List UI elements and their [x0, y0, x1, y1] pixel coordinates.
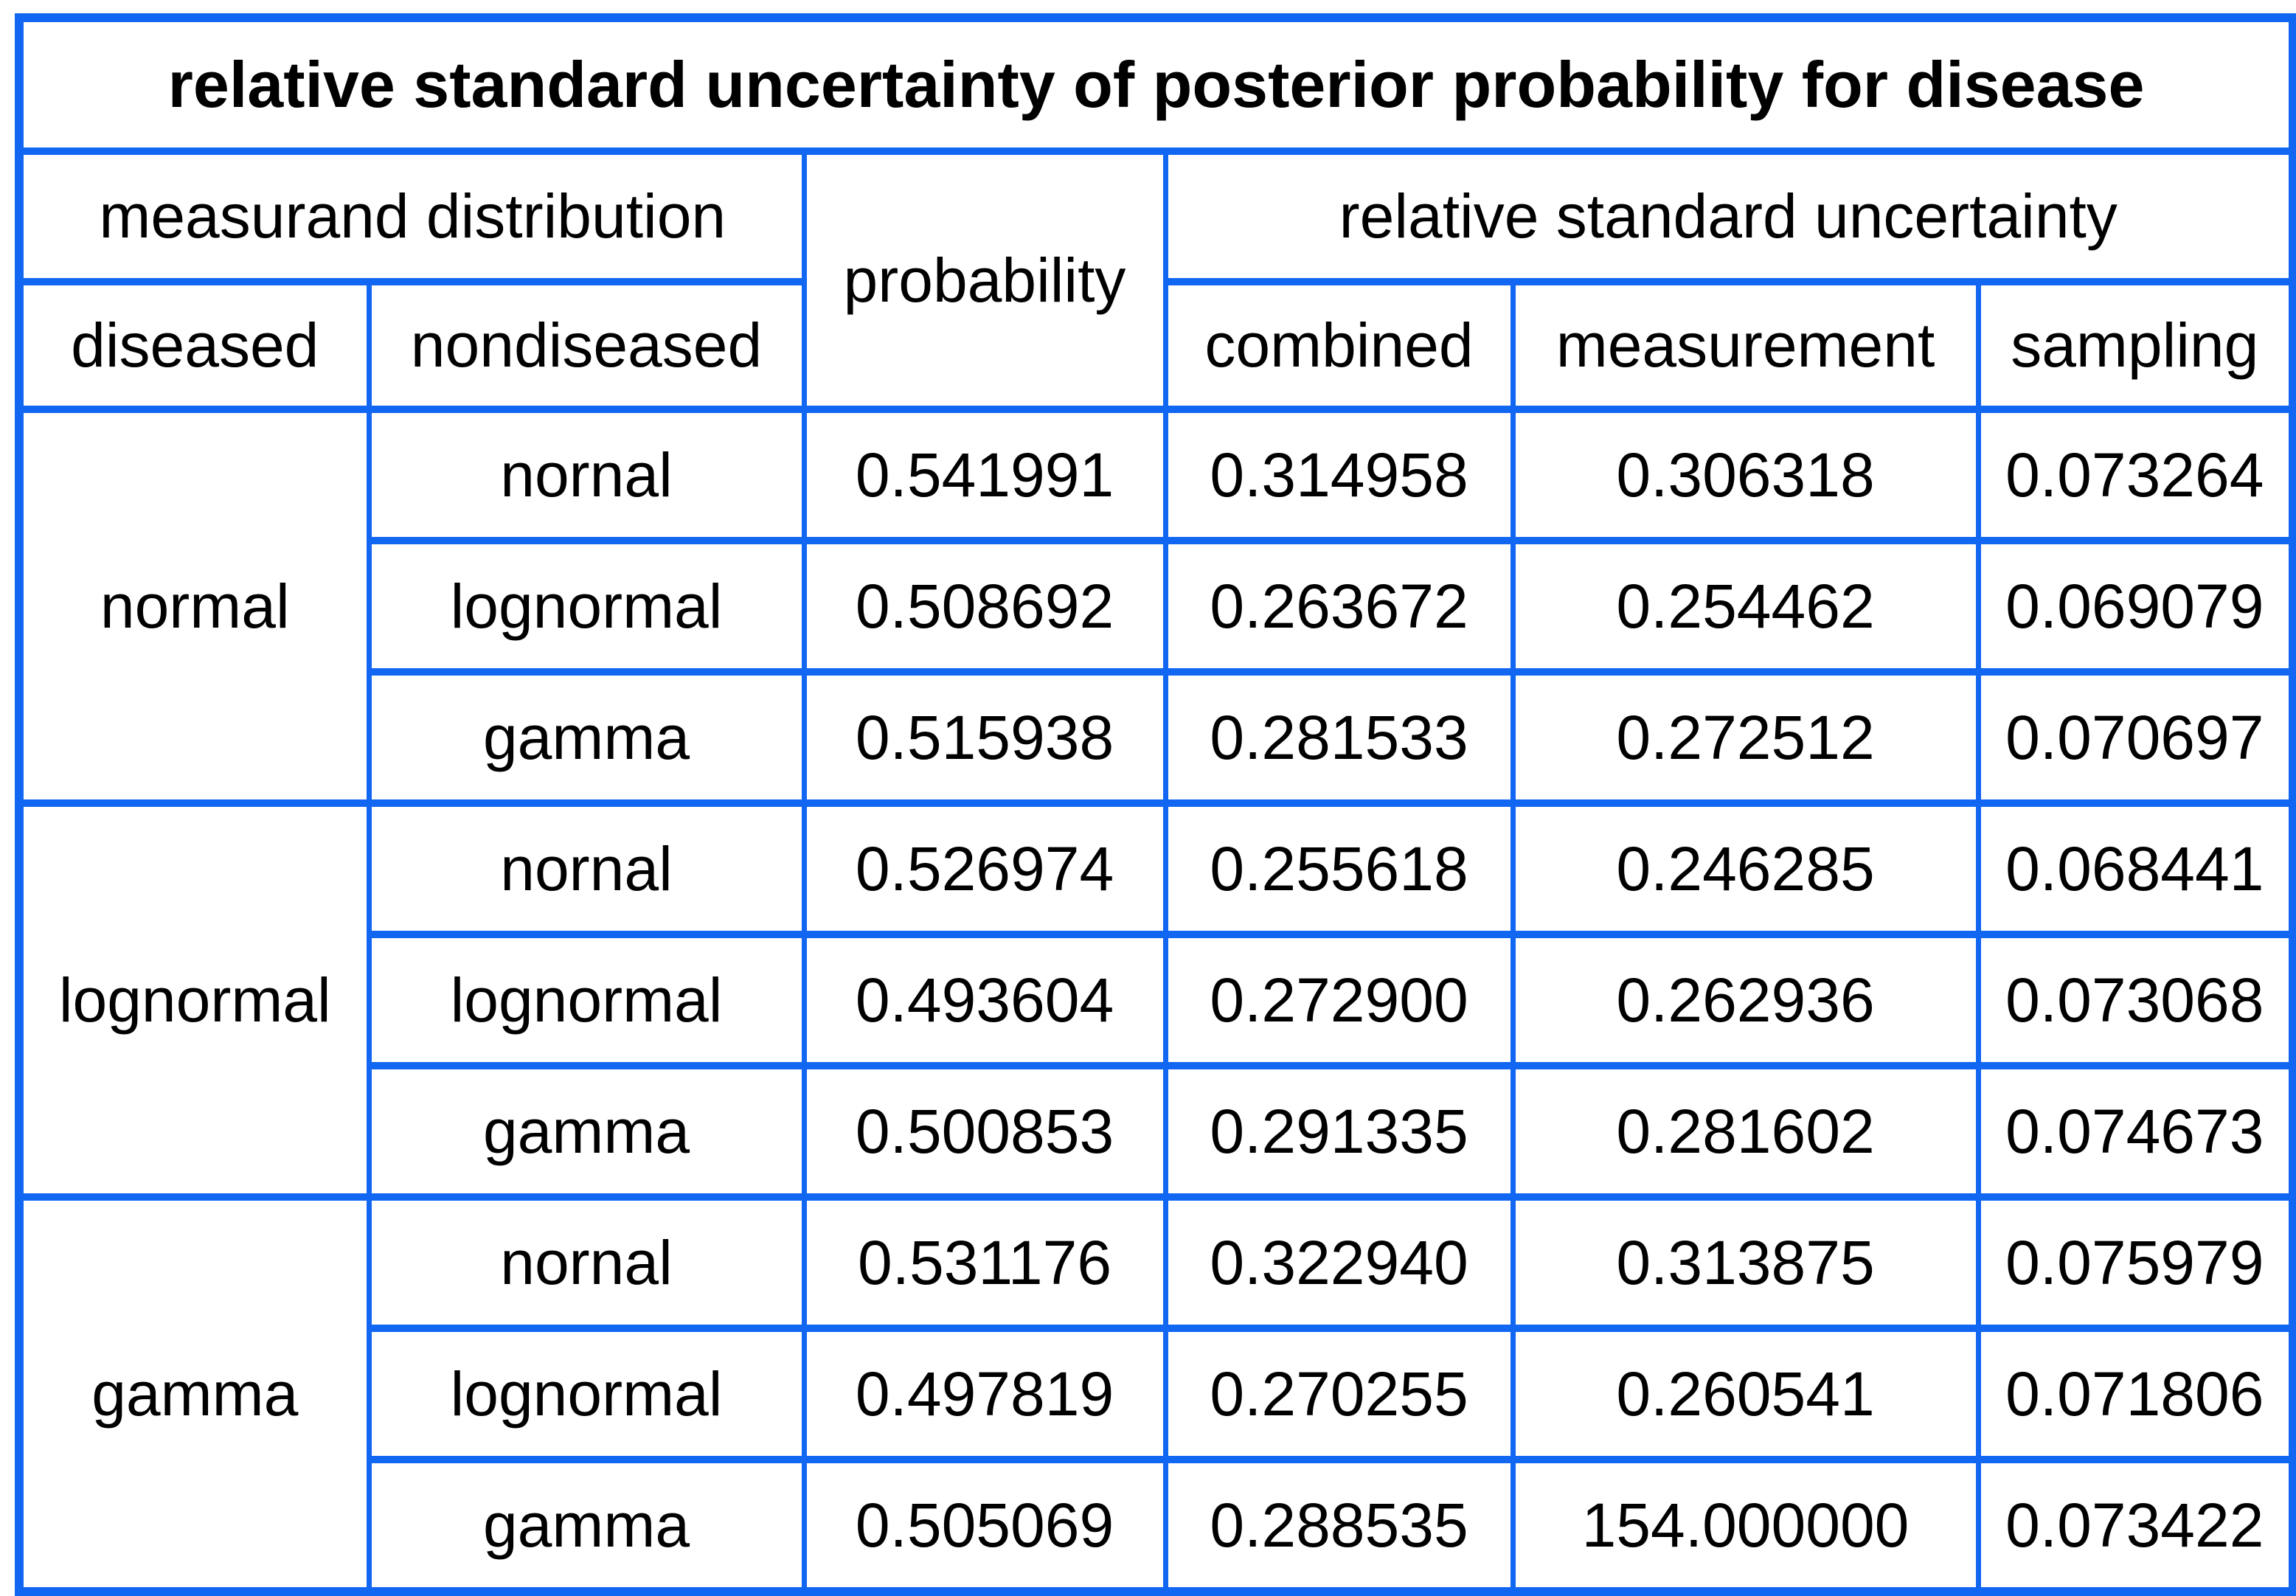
cell-measurement: 154.000000 [1510, 1456, 1981, 1595]
cell-diseased: lognormal [16, 799, 372, 1201]
cell-measurement: 0.246285 [1510, 799, 1981, 938]
cell-probability: 0.515938 [801, 668, 1168, 807]
table-row: diseased nondiseased combined measuremen… [16, 278, 2296, 413]
cell-probability: 0.493604 [801, 931, 1168, 1069]
cell-measurement: 0.254462 [1510, 537, 1981, 676]
cell-sampling: 0.074673 [1975, 1062, 2296, 1201]
cell-sampling: 0.068441 [1975, 799, 2296, 938]
cell-probability: 0.526974 [801, 799, 1168, 938]
cell-nondiseased: nornal [366, 1193, 807, 1332]
cell-nondiseased: gamma [366, 1456, 807, 1595]
table-row: normal nornal 0.541991 0.314958 0.306318… [16, 406, 2296, 807]
cell-nondiseased: gamma [366, 1062, 807, 1201]
cell-nondiseased: nornal [366, 406, 807, 544]
cell-nondiseased: lognormal [366, 537, 807, 676]
cell-measurement: 0.281602 [1510, 1062, 1981, 1201]
header-relative-standard-uncertainty: relative standard uncertainty [1162, 148, 2296, 285]
table-row: gamma 0.500853 0.291335 0.281602 0.07467… [19, 1062, 2296, 1201]
table-row: relative standard uncertainty of posteri… [16, 14, 2296, 155]
table-row: lognormal nornal 0.526974 0.255618 0.246… [16, 799, 2296, 1201]
cell-probability: 0.497819 [801, 1325, 1168, 1463]
cell-combined: 0.263672 [1162, 537, 1516, 676]
cell-probability: 0.531176 [801, 1193, 1168, 1332]
cell-combined: 0.255618 [1162, 799, 1516, 938]
cell-combined: 0.291335 [1162, 1062, 1516, 1201]
cell-probability: 0.541991 [801, 406, 1168, 544]
table-row: gamma 0.515938 0.281533 0.272512 0.07069… [19, 668, 2296, 807]
header-sampling: sampling [1975, 278, 2296, 413]
cell-measurement: 0.260541 [1510, 1325, 1981, 1463]
cell-sampling: 0.071806 [1975, 1325, 2296, 1463]
cell-measurement: 0.272512 [1510, 668, 1981, 807]
cell-nondiseased: lognormal [366, 1325, 807, 1463]
cell-combined: 0.322940 [1162, 1193, 1516, 1332]
cell-sampling: 0.073422 [1975, 1456, 2296, 1595]
table-row: lognormal 0.493604 0.272900 0.262936 0.0… [19, 931, 2296, 1069]
header-nondiseased: nondiseased [366, 278, 807, 413]
cell-combined: 0.314958 [1162, 406, 1516, 544]
cell-measurement: 0.306318 [1510, 406, 1981, 544]
table-row: lognormal 0.508692 0.263672 0.254462 0.0… [19, 537, 2296, 676]
cell-nondiseased: nornal [366, 799, 807, 938]
uncertainty-table-wrapper: relative standard uncertainty of posteri… [15, 13, 2296, 1596]
header-combined: combined [1162, 278, 1516, 413]
table-title: relative standard uncertainty of posteri… [16, 14, 2296, 155]
cell-nondiseased: lognormal [366, 931, 807, 1069]
cell-sampling: 0.075979 [1975, 1193, 2296, 1332]
table-row: gamma nornal 0.531176 0.322940 0.313875 … [16, 1193, 2296, 1595]
cell-nondiseased: gamma [366, 668, 807, 807]
cell-diseased: normal [16, 406, 372, 807]
cell-sampling: 0.070697 [1975, 668, 2296, 807]
cell-probability: 0.505069 [801, 1456, 1168, 1595]
table-row: lognormal 0.497819 0.270255 0.260541 0.0… [19, 1325, 2296, 1463]
cell-sampling: 0.073264 [1975, 406, 2296, 544]
cell-combined: 0.272900 [1162, 931, 1516, 1069]
header-measurand-distribution: measurand distribution [16, 148, 807, 285]
header-diseased: diseased [16, 278, 372, 413]
cell-combined: 0.288535 [1162, 1456, 1516, 1595]
cell-sampling: 0.069079 [1975, 537, 2296, 676]
cell-measurement: 0.313875 [1510, 1193, 1981, 1332]
uncertainty-table: relative standard uncertainty of posteri… [15, 13, 2296, 1596]
cell-measurement: 0.262936 [1510, 931, 1981, 1069]
cell-probability: 0.500853 [801, 1062, 1168, 1201]
cell-combined: 0.281533 [1162, 668, 1516, 807]
header-probability: probability [801, 148, 1168, 413]
cell-combined: 0.270255 [1162, 1325, 1516, 1463]
cell-diseased: gamma [16, 1193, 372, 1595]
cell-probability: 0.508692 [801, 537, 1168, 676]
header-measurement: measurement [1510, 278, 1981, 413]
cell-sampling: 0.073068 [1975, 931, 2296, 1069]
table-row: measurand distribution probability relat… [16, 148, 2296, 413]
